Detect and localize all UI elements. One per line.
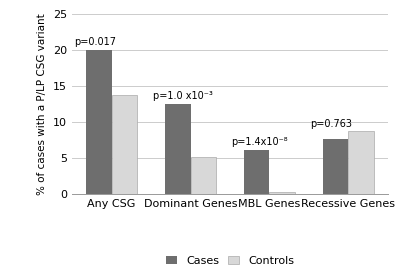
Bar [165,104,190,194]
Text: p=0.017: p=0.017 [74,37,116,47]
Bar [190,157,216,194]
Text: p=1.0 x10⁻³: p=1.0 x10⁻³ [153,91,212,101]
Bar [244,150,270,194]
Legend: Cases, Controls: Cases, Controls [162,251,298,270]
Text: p=0.763: p=0.763 [310,119,352,129]
Bar [323,139,348,194]
Bar [86,50,112,194]
Text: p=1.4x10⁻⁸: p=1.4x10⁻⁸ [232,137,288,147]
Bar [270,192,295,194]
Bar [112,95,137,194]
Bar [348,131,374,194]
Y-axis label: % of cases with a P/LP CSG variant: % of cases with a P/LP CSG variant [38,13,48,195]
